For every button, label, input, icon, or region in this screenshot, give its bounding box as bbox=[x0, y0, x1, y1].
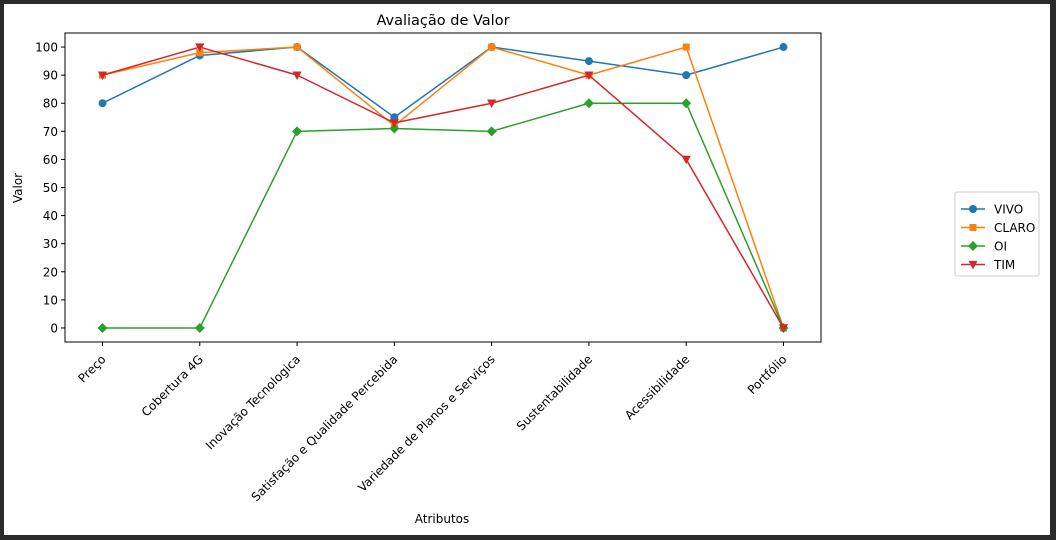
legend-marker bbox=[968, 260, 978, 270]
data-point-oi bbox=[681, 98, 692, 109]
y-tick-label: 70 bbox=[43, 125, 58, 139]
data-point-tim bbox=[681, 155, 691, 165]
line-chart: Avaliação de Valor 0 10 20 30 40 50 60 70 80 90 10… bbox=[11, 13, 1040, 526]
y-tick-label: 10 bbox=[43, 293, 58, 307]
series-claro bbox=[99, 43, 787, 332]
legend-frame bbox=[954, 191, 1040, 277]
x-axis-label: Atributos bbox=[415, 512, 470, 526]
x-tick-label: Acessibilidade bbox=[622, 352, 692, 422]
data-point-tim bbox=[584, 71, 594, 80]
data-point-tim bbox=[97, 71, 108, 80]
y-tick-label: 90 bbox=[43, 69, 58, 83]
series-line-vivo bbox=[102, 46, 784, 119]
legend-marker bbox=[969, 224, 977, 231]
x-tick-label: Inovação Tecnologica bbox=[203, 352, 303, 452]
x-tick-label: Portfólio bbox=[745, 352, 790, 397]
data-point-claro bbox=[196, 49, 204, 57]
legend-item-claro: CLARO bbox=[961, 221, 1035, 235]
legend-label: VIVO bbox=[994, 203, 1023, 217]
legend-item-oi: OI bbox=[961, 240, 1007, 254]
data-point-tim bbox=[778, 324, 789, 333]
data-point-vivo bbox=[682, 71, 691, 80]
data-point-tim bbox=[389, 119, 399, 128]
chart-title: Avaliação de Valor bbox=[376, 13, 509, 29]
data-point-oi bbox=[389, 123, 400, 134]
x-tick-label: Preço bbox=[75, 352, 108, 385]
x-tick-label: Sustentabilidade bbox=[514, 352, 595, 433]
data-point-oi bbox=[97, 322, 108, 333]
y-tick-label: 0 bbox=[50, 321, 58, 335]
series-oi bbox=[97, 98, 789, 333]
y-axis-label: Valor bbox=[11, 173, 25, 203]
legend-marker bbox=[969, 205, 977, 213]
legend-label: CLARO bbox=[994, 221, 1035, 235]
y-tick-label: 20 bbox=[43, 265, 58, 279]
legend-label: OI bbox=[994, 240, 1007, 254]
legend-item-tim: TIM bbox=[961, 258, 1015, 272]
data-point-oi bbox=[583, 98, 594, 109]
series-layer bbox=[97, 43, 789, 333]
data-point-claro bbox=[293, 43, 301, 51]
chart-figure: Avaliação de Valor 0 10 20 30 40 50 60 70 80 90 10… bbox=[4, 4, 1050, 535]
plot-area-frame bbox=[64, 32, 822, 343]
series-line-oi bbox=[102, 102, 785, 329]
series-tim bbox=[97, 43, 789, 333]
data-point-vivo bbox=[584, 57, 593, 66]
legend-item-vivo: VIVO bbox=[961, 203, 1023, 217]
y-tick-label: 100 bbox=[35, 41, 58, 55]
data-point-oi bbox=[292, 126, 303, 137]
y-tick-label: 40 bbox=[43, 209, 58, 223]
legend: VIVO CLARO OI TIM bbox=[954, 191, 1040, 277]
y-axis: 0 10 20 30 40 50 60 70 80 90 100 bbox=[35, 41, 65, 335]
data-point-tim bbox=[487, 99, 497, 109]
data-point-tim bbox=[292, 71, 302, 80]
legend-label: TIM bbox=[993, 258, 1015, 272]
series-line-tim bbox=[102, 46, 785, 329]
data-point-vivo bbox=[98, 99, 107, 108]
data-point-oi bbox=[194, 322, 205, 333]
series-line-claro bbox=[102, 46, 785, 329]
y-tick-label: 30 bbox=[43, 237, 58, 251]
data-point-tim bbox=[195, 43, 205, 52]
data-point-claro bbox=[682, 43, 690, 51]
data-point-oi bbox=[486, 126, 497, 137]
y-tick-label: 60 bbox=[43, 153, 58, 167]
data-point-claro bbox=[488, 43, 496, 51]
legend-marker bbox=[968, 241, 978, 251]
data-point-vivo bbox=[779, 43, 788, 52]
x-tick-label: Cobertura 4G bbox=[139, 352, 206, 419]
y-tick-label: 80 bbox=[43, 97, 58, 111]
y-tick-label: 50 bbox=[43, 181, 58, 195]
